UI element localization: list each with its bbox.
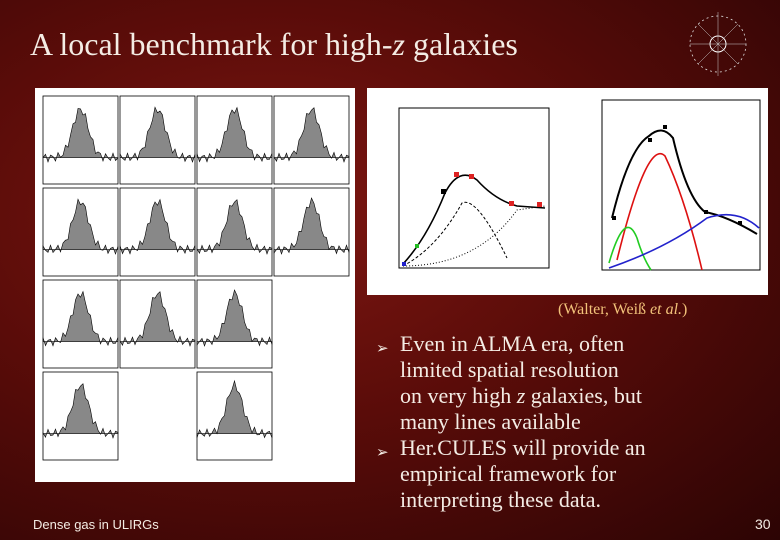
bullet-list: ➢ Even in ALMA era, often limited spatial … bbox=[376, 331, 736, 513]
spectra-figure bbox=[35, 88, 355, 482]
panel-shape bbox=[196, 279, 273, 369]
bullet-line: Even in ALMA era, often bbox=[400, 331, 736, 357]
text-run: galaxies, but bbox=[525, 383, 642, 408]
text-run: limited spatial resolution bbox=[400, 357, 619, 382]
panel-shape bbox=[196, 379, 273, 439]
text-run: z bbox=[392, 26, 405, 62]
panel-shape bbox=[196, 95, 273, 185]
logo bbox=[689, 12, 747, 76]
panel-shape bbox=[273, 107, 350, 163]
panel-shape bbox=[119, 106, 196, 163]
text-run: many lines available bbox=[400, 409, 581, 434]
panel-shape bbox=[42, 108, 119, 163]
sed-figure bbox=[367, 88, 768, 295]
text-run: Even in ALMA era, often bbox=[400, 331, 625, 356]
text-run: z bbox=[516, 383, 526, 408]
text-run: on very high bbox=[400, 383, 517, 408]
panel-shape bbox=[119, 95, 196, 185]
bullet-line: empirical framework for bbox=[400, 461, 736, 487]
panel-shape bbox=[273, 197, 350, 255]
panel-shape bbox=[196, 106, 273, 163]
panel-shape bbox=[119, 279, 196, 369]
footer: Dense gas in ULIRGs bbox=[33, 517, 159, 532]
text-run: empirical framework for bbox=[400, 461, 617, 486]
panel-shape bbox=[42, 383, 119, 439]
panel-shape bbox=[42, 371, 119, 461]
panel-shape bbox=[42, 279, 119, 369]
bullet-arrow: ➢ bbox=[376, 443, 389, 461]
bullet-line: on very high z galaxies, but bbox=[400, 383, 736, 409]
bullet-line: limited spatial resolution bbox=[400, 357, 736, 383]
panel-shape bbox=[42, 95, 119, 185]
panel-shape bbox=[42, 290, 119, 347]
bullet-arrow: ➢ bbox=[376, 339, 389, 357]
panel-shape bbox=[119, 187, 196, 277]
panel-shape bbox=[196, 199, 273, 255]
page-number: 30 bbox=[755, 516, 771, 532]
text-run: galaxies bbox=[405, 26, 518, 62]
text-run: et al. bbox=[650, 301, 683, 318]
figure-caption: (Walter, Weiß et al.) bbox=[558, 301, 687, 319]
panel-shape bbox=[119, 291, 196, 347]
bullet: ➢ Her.CULES will provide an empirical fram… bbox=[376, 435, 736, 513]
panel-shape bbox=[273, 95, 350, 185]
bullet-line: many lines available bbox=[400, 409, 736, 435]
slide-title: A local benchmark for high-z galaxies bbox=[30, 26, 518, 63]
text-run: Her.CULES will provide an bbox=[400, 435, 646, 460]
panel-shape bbox=[196, 371, 273, 461]
panel-shape bbox=[196, 187, 273, 277]
bullet-line: interpreting these data. bbox=[400, 487, 736, 513]
panel-shape bbox=[273, 187, 350, 277]
text-run: ) bbox=[682, 301, 688, 318]
text-run: A local benchmark for high- bbox=[30, 26, 393, 62]
panel-shape bbox=[42, 198, 119, 255]
bullet: ➢ Even in ALMA era, often limited spatial … bbox=[376, 331, 736, 435]
text-run: (Walter, Weiß bbox=[558, 301, 651, 318]
panel-shape bbox=[42, 187, 119, 277]
bullet-line: Her.CULES will provide an bbox=[400, 435, 736, 461]
text-run: interpreting these data. bbox=[400, 487, 601, 512]
panel-shape bbox=[196, 289, 273, 347]
panel-shape bbox=[119, 198, 196, 255]
